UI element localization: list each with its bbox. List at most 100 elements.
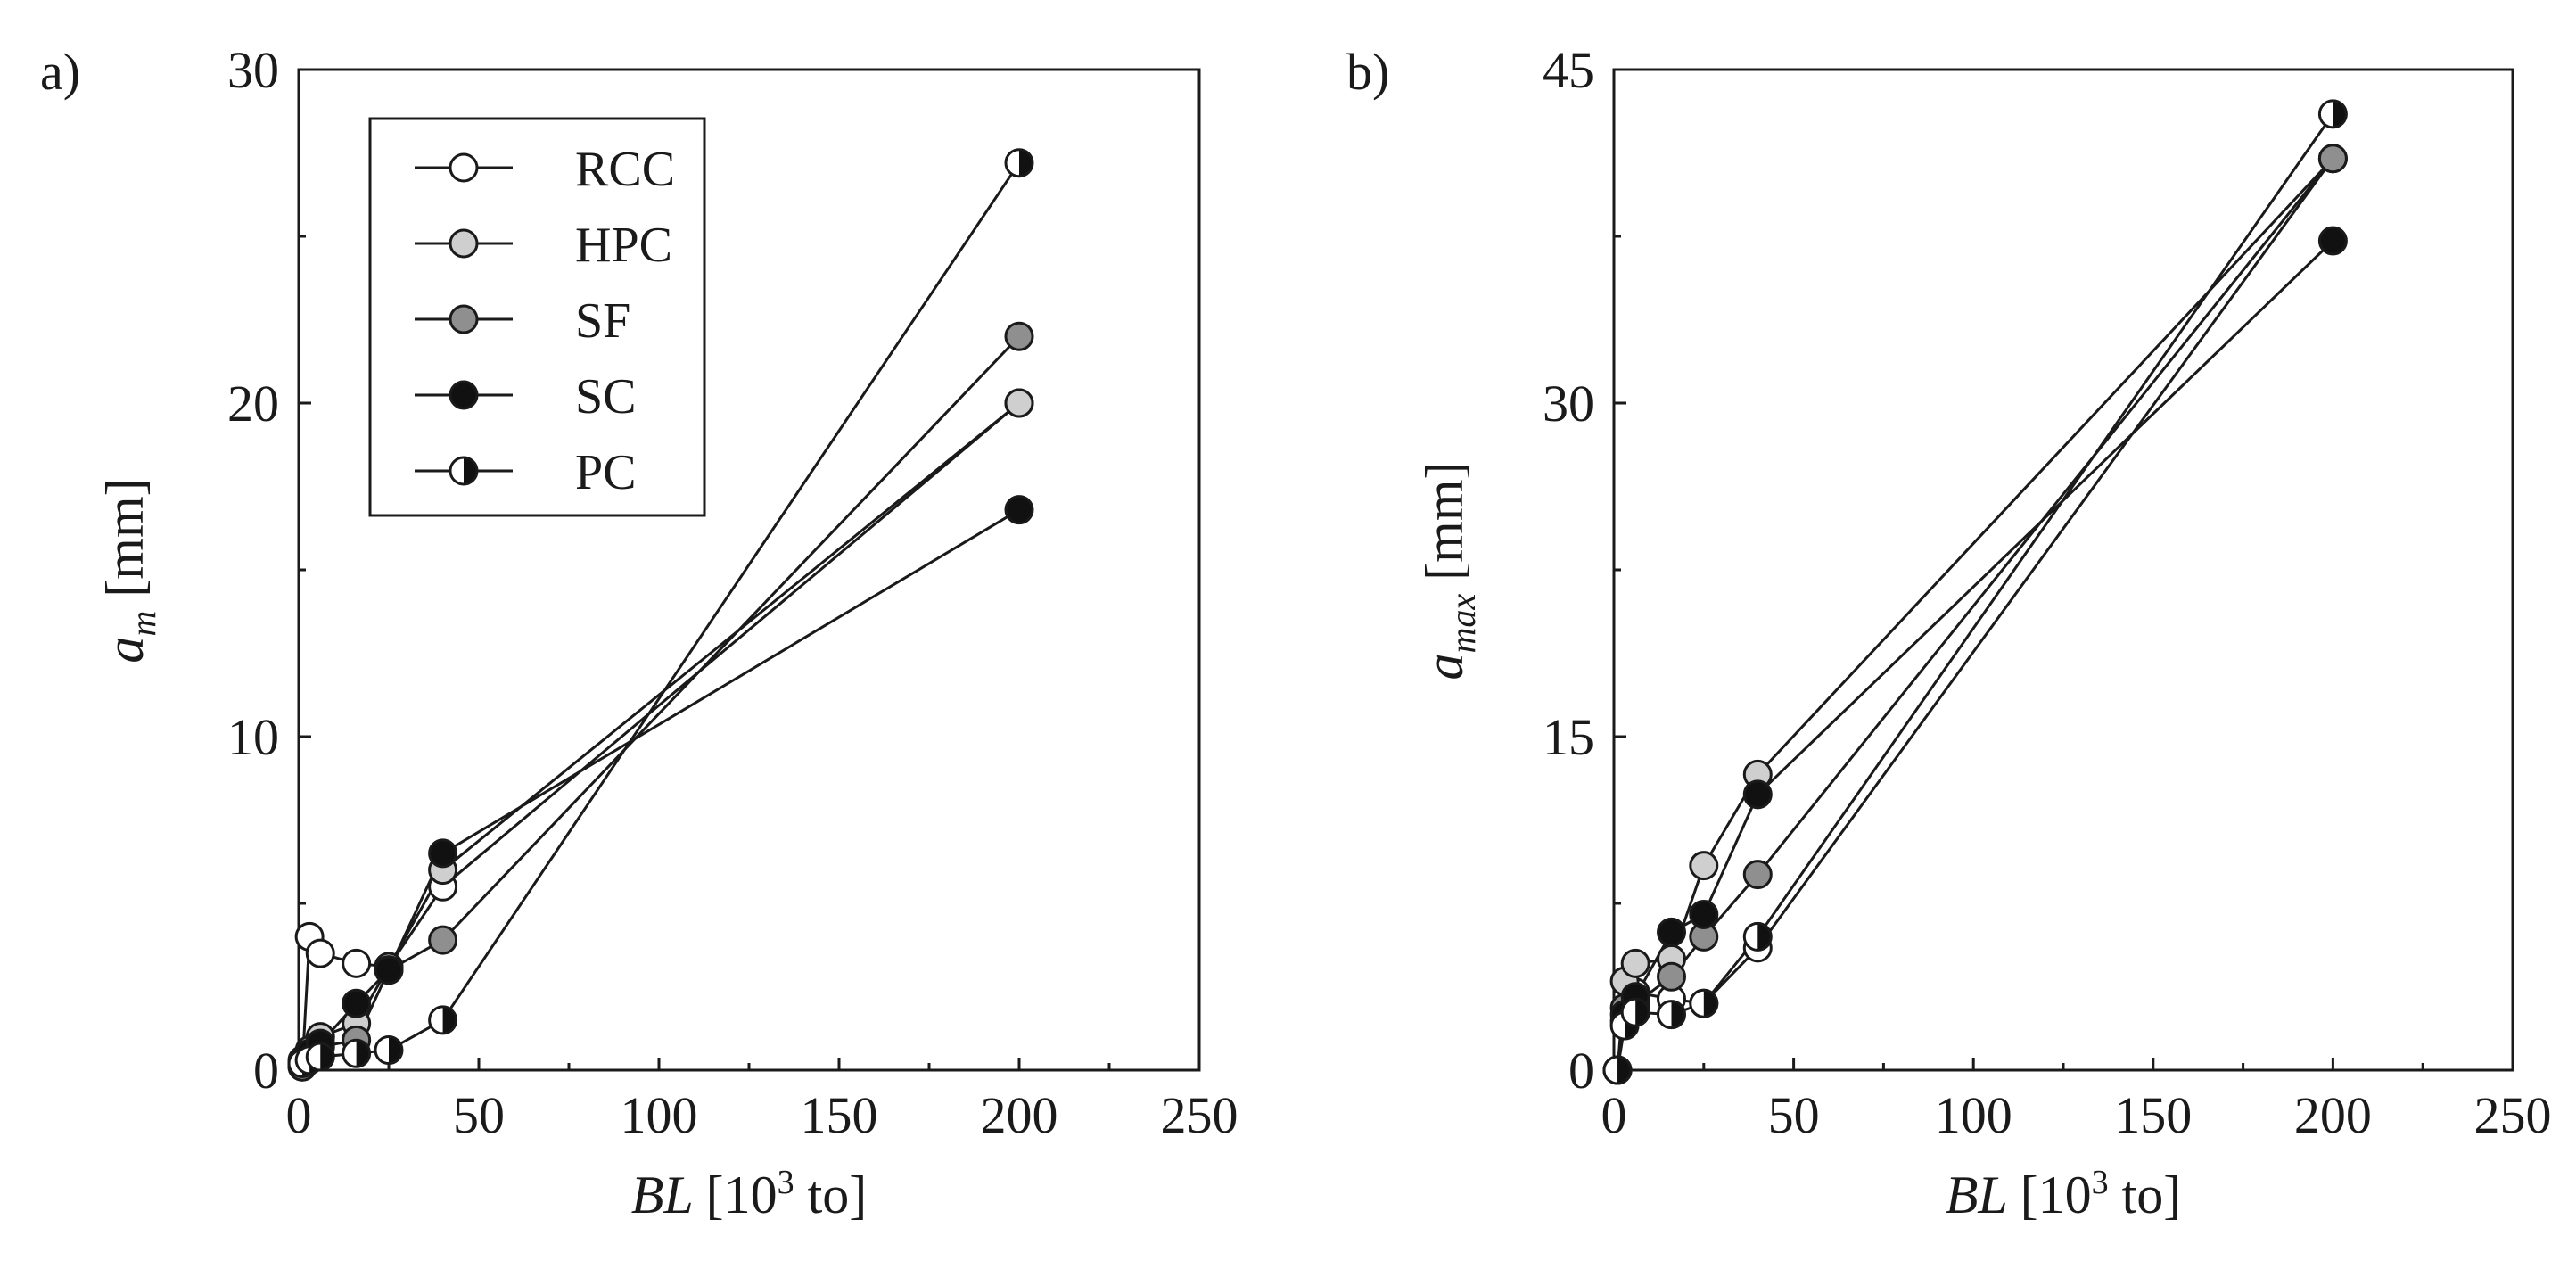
x-axis-title: BL [103 to] [1946,1164,2182,1224]
data-point-pc-fill [389,1036,402,1064]
y-tick-label: 15 [1543,708,1594,766]
series-line-hpc [1616,157,2334,1071]
x-tick-label: 150 [2114,1086,2192,1144]
panel-label: a) [40,43,80,101]
y-axis-title-var: a [95,637,154,663]
legend-marker-sc [449,380,479,410]
data-point-hpc [1620,948,1650,978]
data-point-pc [1004,148,1034,178]
data-point-sc [428,838,458,869]
data-point-hpc [1004,388,1034,418]
data-point-sf [1742,860,1773,890]
data-point-pc [1742,921,1773,952]
x-axis-title-sup: 3 [2092,1164,2109,1201]
y-axis-title: amax [mm] [1415,462,1483,680]
x-tick-label: 100 [1935,1086,2012,1144]
x-tick-label: 150 [801,1086,878,1144]
series-markers-sc [287,495,1034,1075]
data-point-rcc [342,948,372,978]
series-line-sc [301,508,1020,1061]
y-tick-label: 0 [1568,1042,1594,1100]
legend-box [368,117,706,517]
data-point-sc [2317,226,2348,256]
series-line-sf [1616,157,2334,1071]
y-tick-label: 20 [227,375,279,433]
data-point-pc-fill [356,1040,370,1067]
legend-marker-pc-fill [464,457,477,484]
data-point-pc-fill [442,1006,457,1034]
data-point-sf [1657,961,1687,992]
data-point-pc [428,1005,458,1035]
data-point-pc-fill [2333,100,2347,128]
x-axis-title-var: BL [631,1166,706,1224]
legend-marker-rcc [449,152,479,183]
y-axis-title-sub: max [1443,594,1483,654]
x-tick-label: 250 [1161,1086,1239,1144]
data-point-pc [305,1042,335,1072]
y-axis-title-unit: [mm] [95,478,154,610]
y-tick-label: 0 [253,1042,279,1100]
legend-label-rcc: RCC [575,142,675,197]
series-markers-pc [1602,99,2348,1085]
series-line-sc [1616,239,2334,1071]
data-point-pc-fill [1703,990,1717,1018]
data-point-pc [1657,1000,1687,1030]
series-markers-sf [1602,144,2348,1085]
y-tick-label: 45 [1543,41,1594,99]
series-line-pc [1616,113,2334,1071]
legend-label-sf: SF [575,293,630,349]
x-tick-label: 250 [2474,1086,2552,1144]
data-point-pc-fill [1019,149,1033,177]
legend-marker-hpc [449,228,479,259]
plot-frame [1612,68,2514,1072]
data-point-pc [1689,988,1719,1018]
legend-label-pc: PC [575,445,637,500]
legend-marker-pc [449,456,479,486]
panel-label: b) [1346,43,1389,101]
x-axis-title-unit-end: to] [2109,1166,2182,1224]
y-axis-title-unit: [mm] [1415,462,1474,594]
data-point-hpc [1689,851,1719,881]
x-tick-label: 50 [453,1086,505,1144]
data-point-sc [374,955,404,985]
data-point-sf [1004,321,1034,351]
data-point-sf [428,925,458,955]
x-tick-label: 0 [1601,1086,1627,1144]
data-point-sc [1689,899,1719,929]
x-tick-label: 100 [621,1086,698,1144]
x-axis-title-unit-end: to] [794,1166,868,1224]
x-tick-label: 0 [286,1086,312,1144]
x-axis-title-sup: 3 [778,1164,794,1201]
series-markers-sc [1602,226,2348,1085]
data-point-pc [342,1038,372,1068]
panel-b: 0 50 100 150 200 250 0 15 30 45 b) BL [103 to] amax … [1346,41,2552,1224]
series-markers-pc [287,148,1034,1079]
data-point-sc [1657,917,1687,947]
legend-label-sc: SC [575,369,637,424]
data-point-pc-fill [1617,1057,1632,1084]
x-axis-title-var: BL [1946,1166,2020,1224]
x-tick-label: 200 [2294,1086,2372,1144]
series-line-rcc [1616,157,2334,1071]
x-axis-title-unit: [10 [706,1166,778,1224]
legend: RCC HPC SF SC PC [368,117,706,517]
x-axis-title-unit: [10 [2020,1166,2092,1224]
data-point-sc [1742,779,1773,810]
y-axis-title-sub: m [123,611,163,637]
data-point-pc-fill [1635,999,1650,1026]
data-point-pc [374,1035,404,1066]
legend-marker-sf [449,304,479,334]
data-point-sc [342,988,372,1018]
y-tick-label: 30 [227,41,279,99]
data-point-pc [2317,99,2348,129]
legend-label-hpc: HPC [575,218,672,273]
data-point-pc-fill [1671,1001,1685,1028]
data-point-rcc [305,938,335,968]
x-tick-label: 200 [981,1086,1058,1144]
data-point-pc-fill [1757,923,1772,951]
data-point-sc [1004,495,1034,525]
x-tick-label: 50 [1768,1086,1820,1144]
y-axis-title-var: a [1415,653,1474,680]
data-point-pc-fill [320,1043,334,1071]
